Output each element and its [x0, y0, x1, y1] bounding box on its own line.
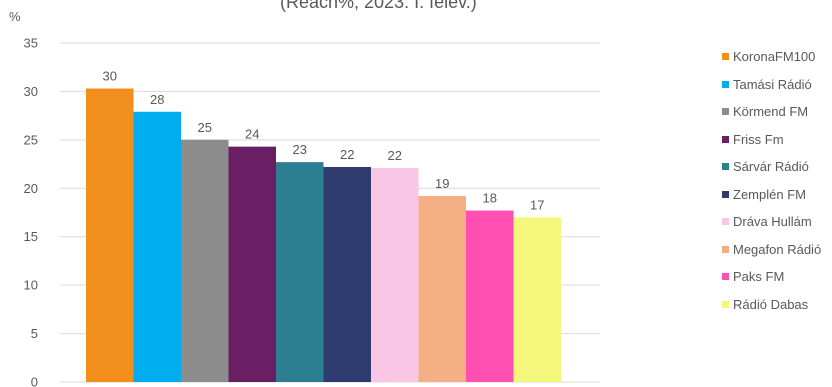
legend-label: Megafon Rádió [733, 241, 822, 257]
legend-label: Tamási Rádió [733, 76, 812, 92]
data-label: 19 [435, 176, 449, 191]
data-label: 23 [293, 142, 307, 157]
y-tick-label: 10 [24, 278, 38, 293]
legend-item: Paks FM [722, 263, 821, 291]
bar [371, 167, 419, 382]
legend-item: Dráva Hullám [722, 208, 821, 236]
legend-swatch [722, 80, 729, 88]
bar-chart: 0 5 10 15 20 25 30 35 30 28 25 24 23 22 22 19 18 17 [24, 36, 600, 387]
legend-label: Friss Fm [733, 131, 784, 147]
bar [418, 196, 466, 382]
bar [323, 166, 371, 382]
legend-item: Megafon Rádió [722, 236, 821, 264]
legend-swatch [722, 300, 729, 308]
legend-swatch [722, 218, 729, 226]
legend-item: Tamási Rádió [722, 71, 821, 99]
legend-label: Rádió Dabas [733, 296, 809, 312]
data-label: 18 [483, 191, 497, 206]
legend-swatch [722, 190, 729, 198]
bar [466, 210, 514, 382]
data-label: 22 [340, 147, 354, 162]
bar [513, 217, 561, 382]
y-tick-label: 5 [31, 326, 38, 341]
data-label: 30 [103, 69, 117, 84]
y-tick-label: 25 [24, 132, 38, 147]
legend-swatch [722, 108, 729, 116]
legend-item: Rádió Dabas [722, 291, 821, 319]
chart-subtitle: (Reach%, 2023. I. félév.) [280, 0, 477, 12]
legend-label: Paks FM [733, 269, 785, 285]
legend-label: Körmend FM [733, 104, 809, 120]
legend-item: Zemplén FM [722, 181, 821, 209]
data-label: 28 [150, 92, 164, 107]
y-tick-label: 0 [31, 375, 38, 387]
bar [133, 111, 181, 383]
y-tick-label: 20 [24, 181, 38, 196]
legend-item: Friss Fm [722, 126, 821, 154]
data-label: 24 [245, 127, 259, 142]
legend: KoronaFM100 Tamási Rádió Körmend FM Friss F… [722, 43, 821, 318]
y-axis-unit-label: % [9, 9, 21, 24]
bar [276, 162, 324, 382]
legend-label: Dráva Hullám [733, 214, 812, 230]
legend-swatch [722, 53, 729, 61]
bar [86, 88, 134, 382]
legend-item: Sárvár Rádió [722, 153, 821, 181]
legend-label: KoronaFM100 [733, 49, 816, 65]
legend-label: Zemplén FM [733, 186, 806, 202]
legend-swatch [722, 163, 729, 171]
legend-label: Sárvár Rádió [733, 159, 809, 175]
legend-item: KoronaFM100 [722, 43, 821, 71]
y-tick-label: 30 [24, 84, 38, 99]
bar [228, 146, 276, 382]
legend-swatch [722, 245, 729, 253]
y-tick-label: 35 [24, 36, 38, 51]
bar [181, 139, 229, 382]
legend-item: Körmend FM [722, 98, 821, 126]
y-tick-label: 15 [24, 229, 38, 244]
data-label: 22 [388, 148, 402, 163]
legend-swatch [722, 135, 729, 143]
legend-swatch [722, 273, 729, 281]
data-label: 25 [198, 120, 212, 135]
data-label: 17 [530, 197, 544, 212]
